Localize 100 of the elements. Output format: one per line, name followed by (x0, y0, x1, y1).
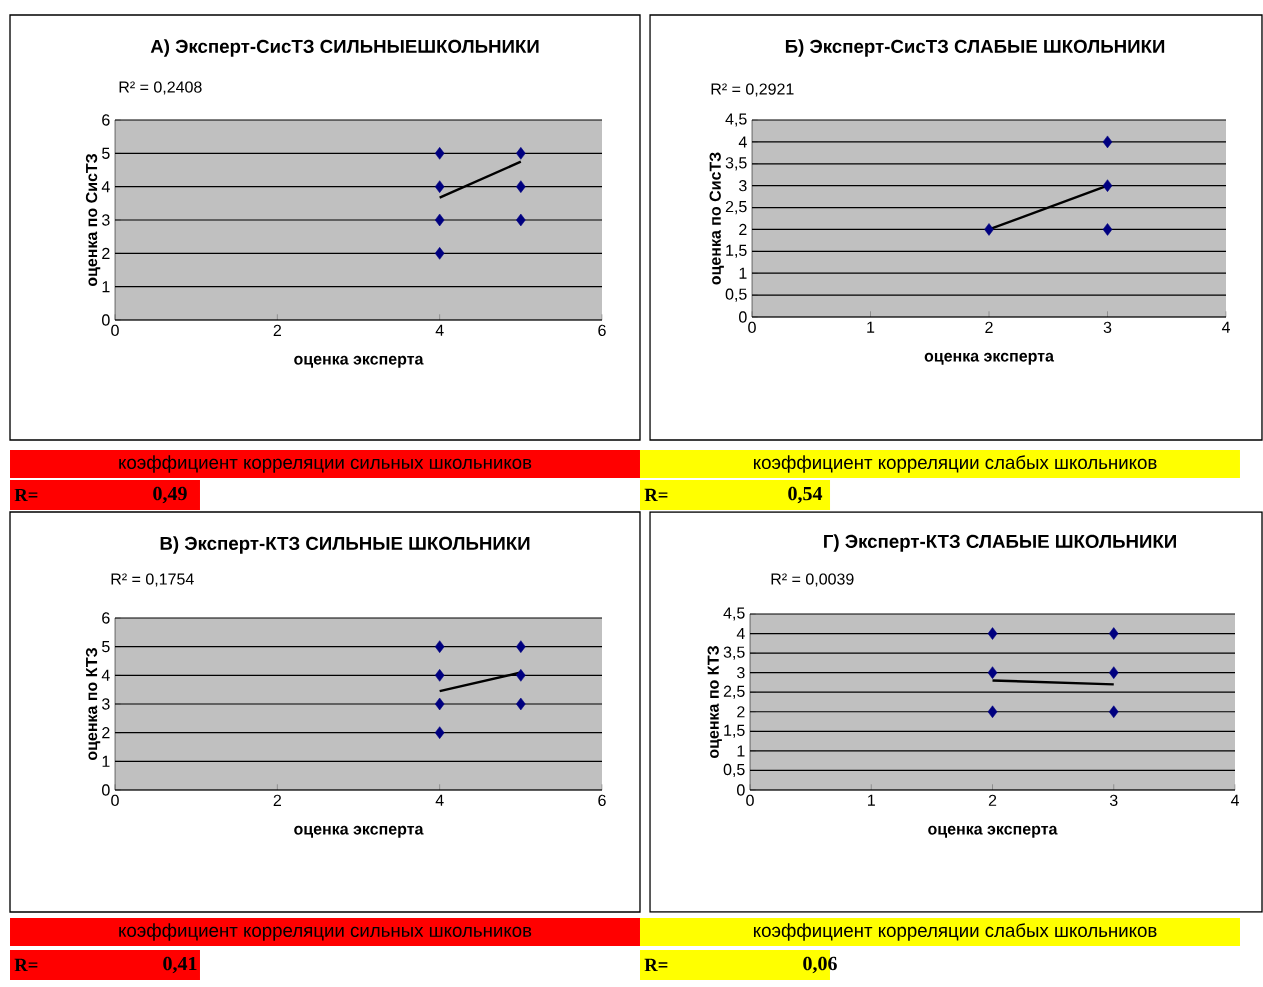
x-tick-label: 4 (1221, 321, 1230, 333)
x-tick-label: 0 (748, 321, 756, 334)
text: 0,54 (788, 486, 823, 504)
y-tick-label: 3,5 (725, 157, 747, 171)
chart-title: Б) Эксперт-СисТЗ СЛАБЫЕ ШКОЛЬНИКИ (785, 39, 1165, 57)
point (1102, 135, 1113, 149)
x-axis-title: оценка эксперта (294, 355, 424, 368)
x-tick-label: 3 (1109, 794, 1118, 807)
point (516, 213, 526, 227)
point (1108, 705, 1119, 719)
x-tick-label: 0 (111, 794, 119, 807)
x-axis-title: оценка эксперта (924, 352, 1055, 365)
y-tick-label: 0,5 (723, 763, 745, 778)
text: R= (14, 488, 38, 502)
x-tick-label: 6 (598, 794, 606, 807)
point (516, 180, 526, 193)
point (516, 640, 526, 653)
point (1102, 223, 1113, 236)
y-tick-label: 2,5 (723, 685, 745, 699)
point (516, 669, 526, 682)
y-axis-title: оценка по КТЗ (707, 646, 722, 759)
text: R= (644, 958, 668, 972)
y-tick-label: 4,5 (725, 113, 747, 127)
text: R= (644, 488, 668, 502)
point (1108, 627, 1119, 640)
y-tick-label: 1,5 (724, 724, 745, 738)
point (987, 666, 998, 679)
x-tick-label: 4 (435, 324, 444, 336)
y-tick-label: 3 (739, 180, 747, 192)
point (987, 705, 998, 719)
y-axis-title: оценка по КТЗ (85, 648, 101, 761)
chart-title: А) Эксперт-СисТЗ СИЛЬНЫЕШКОЛЬНИКИ (150, 39, 539, 57)
y-tick-label: 3,5 (723, 646, 745, 660)
y-tick-label: 2,5 (725, 200, 747, 215)
y-tick-label: 4 (738, 136, 747, 148)
y-tick-label: 1 (739, 267, 747, 279)
x-axis-title: оценка эксперта (294, 825, 424, 838)
y-tick-label: 6 (102, 114, 110, 126)
y-tick-label: 4 (101, 181, 110, 193)
y-axis-title: оценка по СисТЗ (85, 154, 101, 287)
y-tick-label: 5 (102, 147, 110, 159)
text: R² = 0,1754 (111, 573, 194, 587)
point (1108, 666, 1119, 679)
chart-title: Г) Эксперт-КТЗ СЛАБЫЕ ШКОЛЬНИКИ (824, 534, 1176, 552)
point (516, 697, 526, 711)
point (987, 627, 998, 640)
y-tick-label: 1 (102, 755, 110, 767)
y-tick-label: 4,5 (723, 607, 745, 621)
x-tick-label: 1 (868, 794, 875, 806)
text: 0,49 (153, 486, 187, 504)
x-tick-label: 2 (273, 324, 281, 336)
x-tick-label: 2 (273, 794, 281, 806)
point (434, 213, 445, 227)
point (434, 247, 445, 260)
y-tick-label: 4 (101, 669, 110, 681)
x-tick-label: 4 (435, 794, 444, 806)
point (984, 223, 994, 236)
y-tick-label: 0 (102, 784, 110, 796)
y-tick-label: 3 (102, 698, 110, 710)
point (434, 726, 445, 739)
y-tick-label: 1,5 (726, 244, 747, 258)
y-tick-label: 0 (739, 311, 747, 323)
point (516, 147, 526, 160)
text: R= (14, 958, 38, 972)
x-axis-title: оценка эксперта (928, 825, 1058, 838)
point (1102, 179, 1113, 192)
text: R² = 0,2408 (119, 81, 202, 95)
point (434, 180, 445, 193)
y-axis-title: оценка по СисТЗ (709, 152, 724, 285)
point (434, 669, 445, 682)
y-tick-label: 3 (102, 214, 110, 226)
y-tick-label: 3 (737, 667, 745, 679)
y-tick-label: 2 (102, 247, 110, 259)
point (434, 147, 445, 160)
text: коэффициент корреляции сильных школьников (119, 923, 532, 941)
text: коэффициент корреляции сильных школьников (119, 455, 532, 473)
chart-title: В) Эксперт-КТЗ СИЛЬНЫЕ ШКОЛЬНИКИ (160, 536, 530, 554)
text: R² = 0,2921 (711, 83, 794, 97)
y-tick-label: 6 (102, 612, 110, 624)
y-tick-label: 2 (739, 223, 747, 236)
y-tick-label: 1 (102, 281, 110, 293)
y-tick-label: 1 (737, 745, 745, 757)
point (434, 640, 445, 653)
x-tick-label: 3 (1103, 321, 1112, 334)
text: коэффициент корреляции слабых школьников (753, 923, 1157, 941)
text: 0,41 (163, 956, 197, 974)
y-tick-label: 2 (102, 727, 110, 739)
text: коэффициент корреляции слабых школьников (753, 455, 1157, 473)
y-tick-label: 2 (737, 706, 745, 718)
y-tick-label: 0,5 (725, 288, 747, 302)
x-tick-label: 0 (111, 324, 119, 337)
y-tick-label: 4 (736, 628, 745, 640)
x-tick-label: 1 (867, 321, 875, 333)
x-tick-label: 6 (598, 324, 606, 337)
y-tick-label: 0 (737, 784, 745, 796)
x-tick-label: 2 (985, 321, 993, 333)
text: R² = 0,0039 (771, 573, 854, 587)
point (434, 697, 445, 711)
y-tick-label: 5 (102, 641, 110, 653)
x-tick-label: 4 (1230, 794, 1239, 806)
